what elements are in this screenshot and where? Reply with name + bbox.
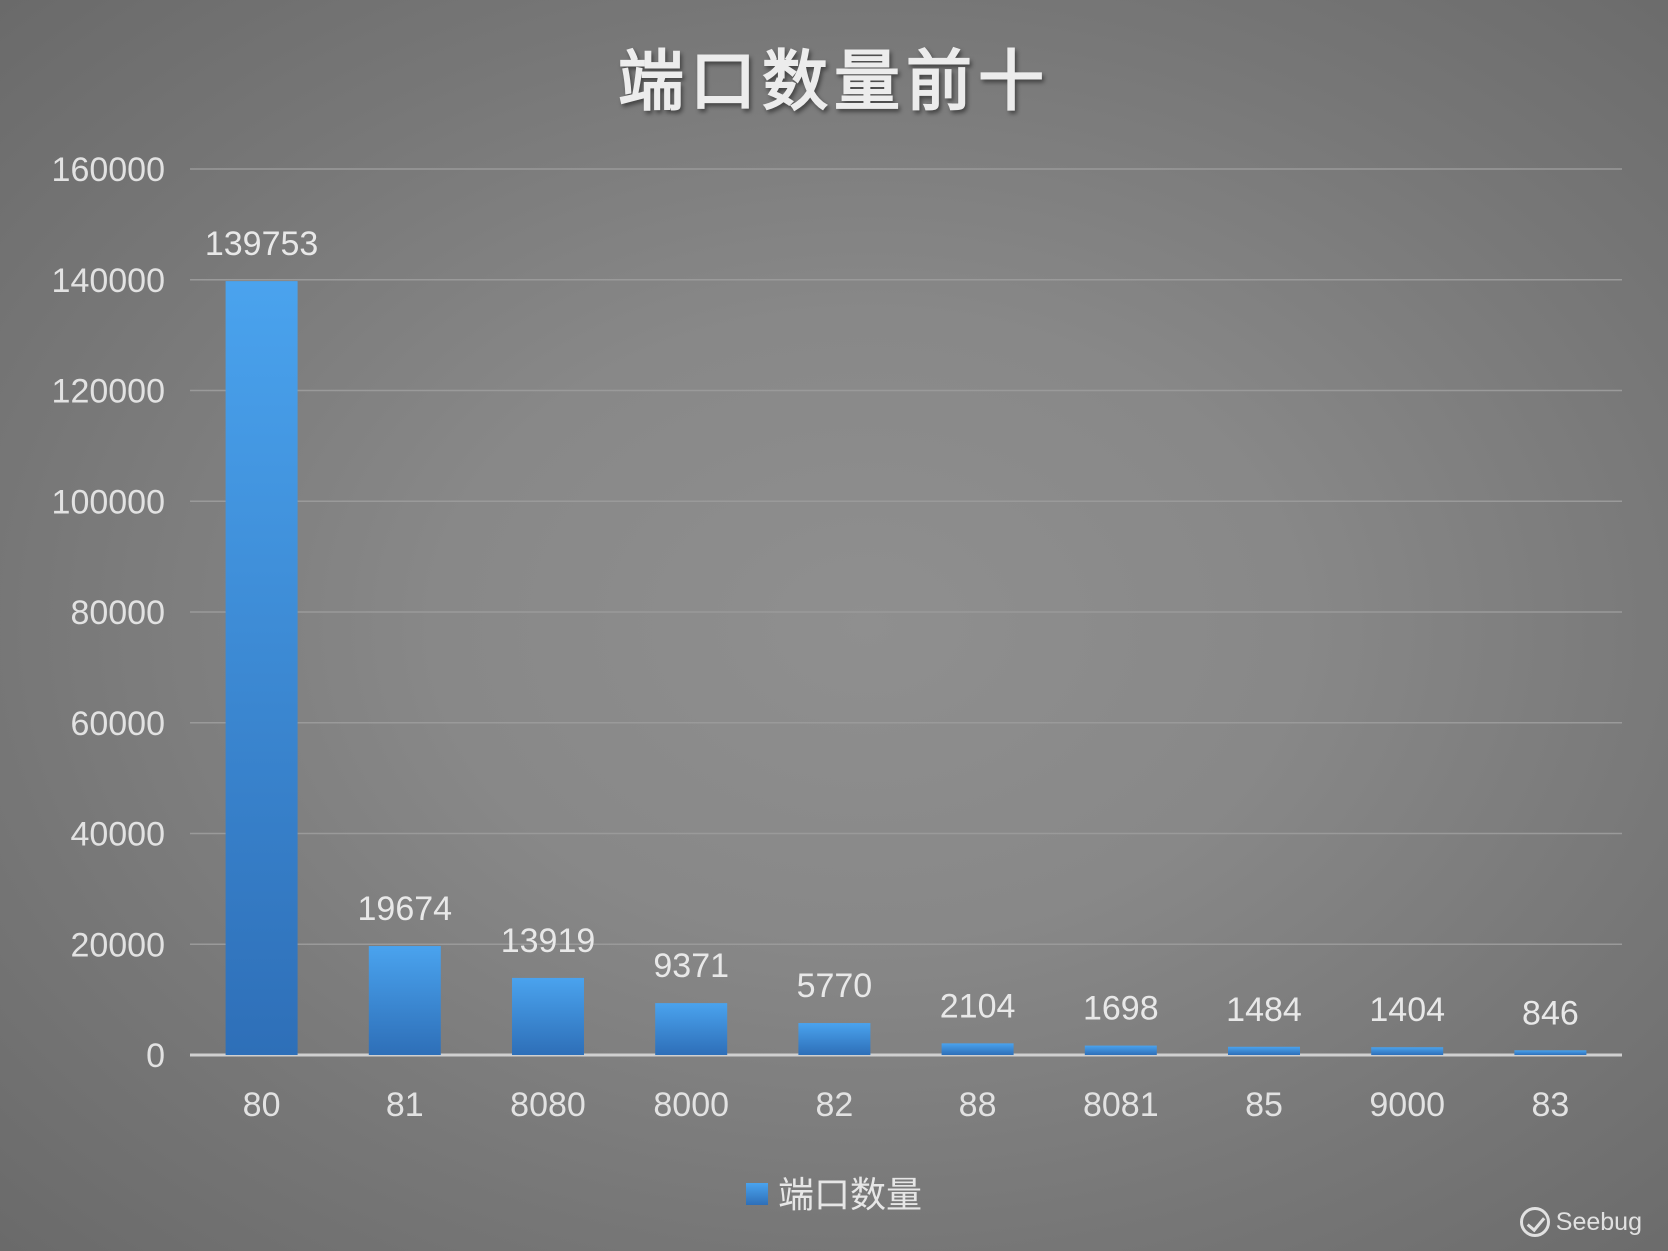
y-tick-label: 120000 [52,373,165,411]
watermark-text: Seebug [1555,1207,1642,1236]
data-label: 19674 [358,890,453,928]
data-label: 1484 [1226,991,1302,1029]
x-tick-label: 8080 [510,1086,586,1124]
x-tick-label: 81 [386,1086,424,1124]
y-tick-label: 80000 [70,594,165,632]
y-tick-label: 20000 [70,926,165,964]
x-tick-label: 80 [243,1086,281,1124]
x-tick-label: 88 [959,1086,997,1124]
x-tick-label: 9000 [1369,1086,1445,1124]
bar [655,1003,728,1055]
bar [1514,1050,1587,1055]
bar [1371,1047,1444,1055]
data-label: 139753 [205,225,318,263]
y-tick-label: 0 [146,1037,165,1075]
chart-title: 端口数量前十 [618,43,1050,120]
y-tick-label: 160000 [52,151,165,189]
x-tick-label: 83 [1531,1086,1569,1124]
data-label: 9371 [653,947,729,985]
data-label: 13919 [501,922,596,960]
x-tick-label: 82 [815,1086,853,1124]
x-tick-label: 85 [1245,1086,1283,1124]
legend-label: 端口数量 [777,1175,922,1216]
data-label: 1698 [1083,990,1159,1028]
bar [1084,1045,1157,1055]
data-label: 5770 [797,967,873,1005]
seebug-logo-icon [1519,1207,1550,1237]
bar [941,1043,1014,1055]
x-tick-label: 8081 [1083,1086,1159,1124]
bar [512,977,584,1055]
y-tick-label: 60000 [70,705,165,743]
y-tick-label: 100000 [52,483,165,521]
y-tick-label: 40000 [70,816,165,854]
bar [368,946,441,1055]
bar [798,1023,871,1055]
data-label: 1404 [1369,991,1445,1029]
legend-swatch [745,1183,768,1205]
watermark: Seebug [1519,1207,1642,1237]
legend: 端口数量 [0,1166,1668,1218]
data-label: 846 [1522,994,1579,1032]
y-tick-label: 140000 [52,262,165,300]
data-label: 2104 [940,987,1016,1025]
x-tick-label: 8000 [653,1086,729,1124]
bar [225,281,298,1055]
bar [1228,1046,1300,1055]
